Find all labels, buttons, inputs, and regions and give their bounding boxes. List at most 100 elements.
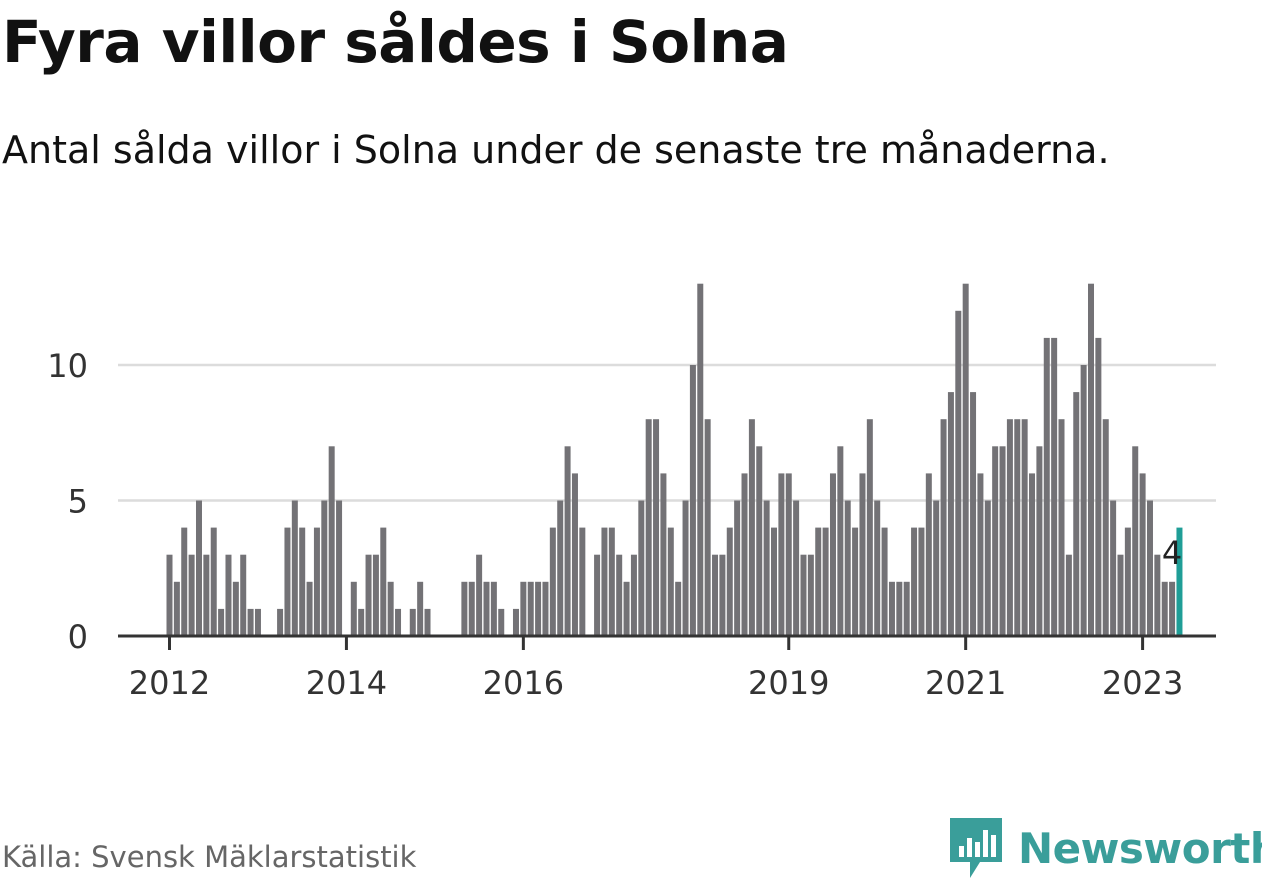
bar xyxy=(771,527,777,636)
x-tick-label: 2014 xyxy=(306,664,387,702)
bar xyxy=(881,527,888,636)
bar xyxy=(741,473,748,636)
bar xyxy=(321,500,328,636)
bar xyxy=(306,581,313,636)
bar xyxy=(1124,527,1131,636)
bar xyxy=(1139,473,1146,636)
bar xyxy=(778,473,785,636)
bar xyxy=(822,527,829,636)
bar xyxy=(984,500,991,636)
bar xyxy=(549,527,556,636)
bar xyxy=(166,554,173,636)
bar xyxy=(815,527,822,636)
bar xyxy=(1102,419,1109,636)
bar xyxy=(210,527,217,636)
bar-chart: 0 5 10 2012 2014 2016 2019 2021 2023 4 xyxy=(47,283,1216,702)
bar xyxy=(1073,392,1080,636)
bar xyxy=(1043,337,1050,636)
bar xyxy=(903,581,910,636)
x-tick-label: 2016 xyxy=(483,664,564,702)
bar xyxy=(940,419,947,636)
bar xyxy=(1095,337,1102,636)
bar xyxy=(859,473,866,636)
bar xyxy=(520,581,527,636)
x-tick-label: 2023 xyxy=(1102,664,1183,702)
bar xyxy=(645,419,652,636)
bar xyxy=(1014,419,1021,636)
bar xyxy=(1029,473,1036,636)
chart-title: Fyra villor såldes i Solna xyxy=(2,8,789,76)
bar xyxy=(807,554,814,636)
bar xyxy=(291,500,298,636)
bar xyxy=(527,581,534,636)
brand-name: Newsworthy xyxy=(1018,823,1262,873)
bar xyxy=(218,608,225,636)
bar xyxy=(712,554,719,636)
bar xyxy=(380,527,387,636)
bar xyxy=(682,500,689,636)
bar xyxy=(299,527,306,636)
bar xyxy=(181,527,188,636)
bar xyxy=(195,500,202,636)
bar xyxy=(630,554,637,636)
bar xyxy=(852,527,859,636)
bar xyxy=(557,500,564,636)
bar xyxy=(947,392,954,636)
bar xyxy=(638,500,645,636)
bar xyxy=(571,473,578,636)
bar xyxy=(240,554,247,636)
bar xyxy=(417,581,424,636)
y-tick-label: 10 xyxy=(47,347,88,385)
newsworthy-logo-icon xyxy=(950,818,1002,878)
bar xyxy=(660,473,667,636)
bar xyxy=(888,581,895,636)
bar xyxy=(203,554,210,636)
bar xyxy=(1132,446,1139,636)
bar xyxy=(173,581,180,636)
bar xyxy=(468,581,475,636)
bar xyxy=(336,500,343,636)
bar xyxy=(284,527,291,636)
brand-logo[interactable]: Newsworthy xyxy=(950,818,1262,878)
bar xyxy=(726,527,733,636)
bar xyxy=(1146,500,1153,636)
y-tick-label: 5 xyxy=(68,483,88,521)
bar xyxy=(962,283,969,636)
bar xyxy=(365,554,372,636)
bar xyxy=(623,581,630,636)
x-tick-label: 2012 xyxy=(129,664,210,702)
bar xyxy=(970,392,977,636)
bar xyxy=(763,500,770,636)
bar xyxy=(387,581,394,636)
bar xyxy=(542,581,549,636)
bar xyxy=(483,581,490,636)
data-label: 4 xyxy=(1162,534,1182,572)
bar xyxy=(1176,527,1183,636)
bar xyxy=(1110,500,1117,636)
tick-labels: 0 5 10 2012 2014 2016 2019 2021 2023 4 xyxy=(47,347,1183,702)
bar xyxy=(1036,446,1043,636)
bar xyxy=(254,608,261,636)
bar xyxy=(689,365,696,636)
bar xyxy=(188,554,195,636)
bar xyxy=(498,608,505,636)
bar xyxy=(734,500,741,636)
bar xyxy=(704,419,711,636)
bars xyxy=(166,283,1183,636)
bar xyxy=(490,581,497,636)
bar xyxy=(225,554,232,636)
x-tick-label: 2021 xyxy=(925,664,1006,702)
bar xyxy=(328,446,335,636)
bar xyxy=(1051,337,1058,636)
bar xyxy=(955,310,962,636)
y-tick-label: 0 xyxy=(68,618,88,656)
bar xyxy=(675,581,682,636)
bar xyxy=(608,527,615,636)
bar xyxy=(1058,419,1065,636)
bar xyxy=(653,419,660,636)
bar xyxy=(697,283,704,636)
bar xyxy=(232,581,239,636)
bar xyxy=(800,554,807,636)
bar xyxy=(896,581,903,636)
bar xyxy=(358,608,365,636)
